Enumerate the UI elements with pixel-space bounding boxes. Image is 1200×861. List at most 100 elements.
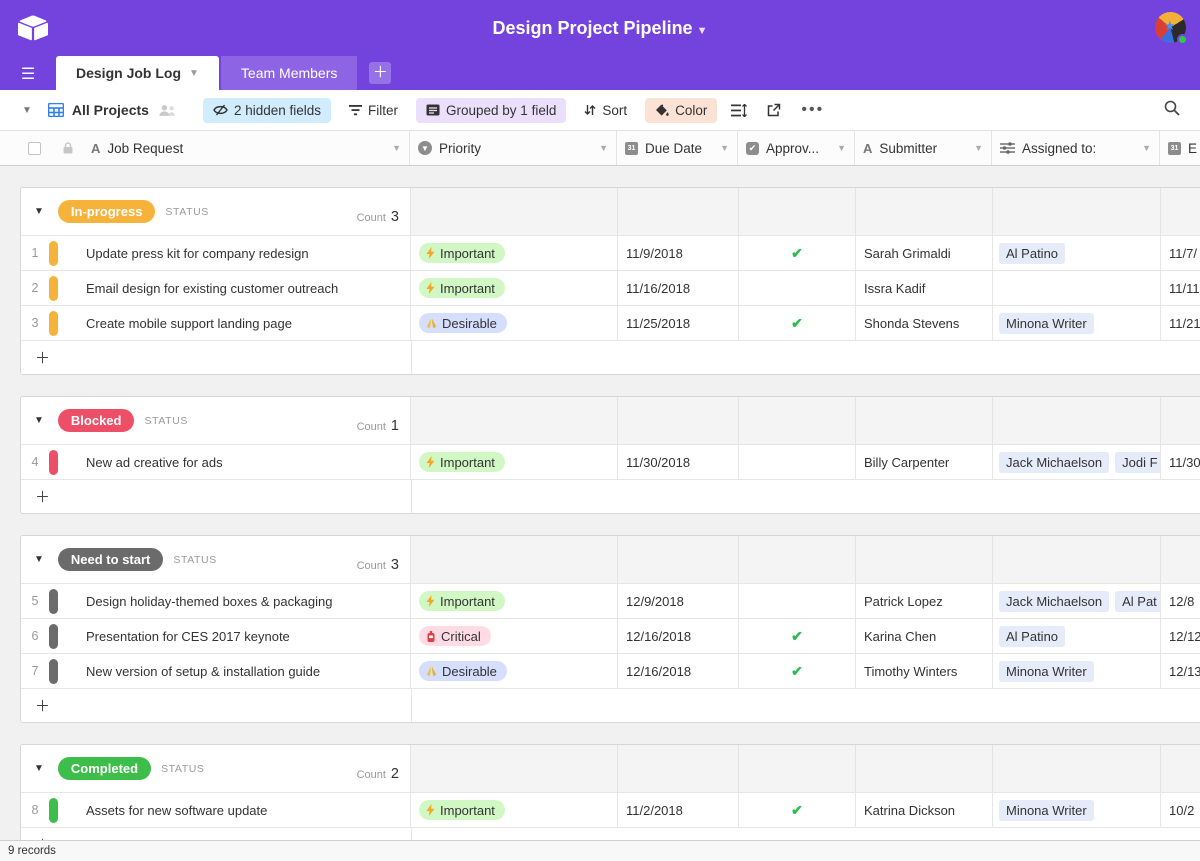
assigned-cell[interactable]: Al Patino — [993, 619, 1161, 653]
job-request-cell[interactable]: 6 Presentation for CES 2017 keynote — [21, 619, 411, 653]
group-status-pill[interactable]: Completed — [57, 757, 152, 780]
column-header-end[interactable]: 31 E — [1160, 131, 1200, 165]
submitter-cell[interactable]: Shonda Stevens — [856, 306, 993, 340]
due-date-cell[interactable]: 11/16/2018 — [618, 271, 739, 305]
approved-cell[interactable]: ✔ — [739, 793, 856, 827]
due-date-cell[interactable]: 11/25/2018 — [618, 306, 739, 340]
approved-cell[interactable]: ✔ — [739, 619, 856, 653]
collapse-group-icon[interactable]: ▼ — [34, 554, 44, 565]
submitter-cell[interactable]: Timothy Winters — [856, 654, 993, 688]
search-button[interactable] — [1164, 100, 1180, 121]
submitter-cell[interactable]: Issra Kadif — [856, 271, 993, 305]
job-request-cell[interactable]: 3 Create mobile support landing page — [21, 306, 411, 340]
approved-cell[interactable]: ✔ — [739, 236, 856, 270]
chevron-down-icon[interactable]: ▼ — [1142, 143, 1151, 153]
approved-cell[interactable] — [739, 584, 856, 618]
priority-cell[interactable]: Desirable — [411, 654, 618, 688]
chevron-down-icon[interactable]: ▼ — [837, 143, 846, 153]
job-request-cell[interactable]: 5 Design holiday-themed boxes & packaging — [21, 584, 411, 618]
add-record-row[interactable]: ＋ — [21, 340, 1200, 374]
approved-cell[interactable] — [739, 271, 856, 305]
color-button[interactable]: Color — [645, 97, 718, 123]
column-header-job[interactable]: A Job Request ▼ — [0, 131, 410, 165]
more-options-button[interactable]: ••• — [801, 101, 825, 118]
submitter-cell[interactable]: Patrick Lopez — [856, 584, 993, 618]
end-date-cell[interactable]: 11/21 — [1161, 306, 1200, 340]
due-date-cell[interactable]: 11/30/2018 — [618, 445, 739, 479]
approved-cell[interactable] — [739, 445, 856, 479]
add-record-row[interactable]: ＋ — [21, 479, 1200, 513]
job-request-cell[interactable]: 1 Update press kit for company redesign — [21, 236, 411, 270]
base-title[interactable]: Design Project Pipeline ▼ — [492, 17, 708, 38]
collapse-group-icon[interactable]: ▼ — [34, 763, 44, 774]
submitter-cell[interactable]: Sarah Grimaldi — [856, 236, 993, 270]
end-date-cell[interactable]: 11/11 — [1161, 271, 1200, 305]
assigned-cell[interactable]: Al Patino — [993, 236, 1161, 270]
group-status-pill[interactable]: Blocked — [57, 409, 135, 432]
priority-cell[interactable]: Important — [411, 584, 618, 618]
add-record-row[interactable]: ＋ — [21, 688, 1200, 722]
job-request-cell[interactable]: 2 Email design for existing customer outr… — [21, 271, 411, 305]
group-button[interactable]: Grouped by 1 field — [416, 97, 567, 123]
priority-cell[interactable]: Important — [411, 793, 618, 827]
priority-cell[interactable]: Desirable — [411, 306, 618, 340]
end-date-cell[interactable]: 11/30 — [1161, 445, 1200, 479]
chevron-down-icon[interactable]: ▼ — [720, 143, 729, 153]
column-header-approved[interactable]: ✔ Approv... ▼ — [738, 131, 855, 165]
column-header-priority[interactable]: ▼ Priority ▼ — [410, 131, 617, 165]
sort-button[interactable]: Sort — [580, 98, 631, 123]
due-date-cell[interactable]: 11/9/2018 — [618, 236, 739, 270]
due-date-cell[interactable]: 12/16/2018 — [618, 619, 739, 653]
due-date-cell[interactable]: 11/2/2018 — [618, 793, 739, 827]
end-date-cell[interactable]: 12/13 — [1161, 654, 1200, 688]
approved-cell[interactable]: ✔ — [739, 654, 856, 688]
assigned-cell[interactable]: Minona Writer — [993, 654, 1161, 688]
row-height-button[interactable] — [731, 103, 748, 117]
chevron-down-icon[interactable]: ▼ — [599, 143, 608, 153]
column-header-due[interactable]: 31 Due Date ▼ — [617, 131, 738, 165]
column-header-submitter[interactable]: A Submitter ▼ — [855, 131, 992, 165]
collapse-group-icon[interactable]: ▼ — [34, 206, 44, 217]
assigned-cell[interactable]: Jack Michaelson Al Pat — [993, 584, 1161, 618]
collaborators-icon[interactable] — [159, 104, 177, 117]
hidden-fields-button[interactable]: 2 hidden fields — [202, 97, 332, 123]
column-header-assigned[interactable]: Assigned to: ▼ — [992, 131, 1160, 165]
select-all-checkbox[interactable] — [28, 141, 41, 155]
chevron-down-icon[interactable]: ▼ — [974, 143, 983, 153]
job-request-cell[interactable]: 7 New version of setup & installation gui… — [21, 654, 411, 688]
tab-team-members[interactable]: Team Members — [220, 56, 358, 90]
end-date-cell[interactable]: 12/12 — [1161, 619, 1200, 653]
share-view-button[interactable] — [767, 103, 781, 117]
assigned-cell[interactable] — [993, 271, 1161, 305]
due-date-cell[interactable]: 12/16/2018 — [618, 654, 739, 688]
due-date-cell[interactable]: 12/9/2018 — [618, 584, 739, 618]
group-status-pill[interactable]: Need to start — [57, 548, 164, 571]
group-status-pill[interactable]: In-progress — [57, 200, 156, 223]
submitter-cell[interactable]: Karina Chen — [856, 619, 993, 653]
collapse-views-icon[interactable]: ▼ — [22, 104, 32, 116]
end-date-cell[interactable]: 12/8 — [1161, 584, 1200, 618]
job-request-cell[interactable]: 4 New ad creative for ads — [21, 445, 411, 479]
tab-design-job-log[interactable]: Design Job Log ▼ — [56, 56, 219, 90]
priority-cell[interactable]: Important — [411, 445, 618, 479]
hamburger-menu-icon[interactable]: ☰ — [20, 66, 36, 83]
airtable-logo-icon[interactable] — [18, 15, 48, 41]
approved-cell[interactable]: ✔ — [739, 306, 856, 340]
priority-cell[interactable]: Important — [411, 271, 618, 305]
priority-cell[interactable]: Critical — [411, 619, 618, 653]
end-date-cell[interactable]: 10/2 — [1161, 793, 1200, 827]
assigned-cell[interactable]: Jack Michaelson Jodi F — [993, 445, 1161, 479]
priority-cell[interactable]: Important — [411, 236, 618, 270]
filter-button[interactable]: Filter — [345, 98, 402, 123]
collapse-group-icon[interactable]: ▼ — [34, 415, 44, 426]
submitter-cell[interactable]: Katrina Dickson — [856, 793, 993, 827]
view-name[interactable]: All Projects — [71, 102, 149, 118]
add-table-button[interactable]: ＋ — [369, 62, 392, 84]
add-record-row[interactable]: ＋ — [21, 827, 1200, 840]
assigned-cell[interactable]: Minona Writer — [993, 793, 1161, 827]
chevron-down-icon[interactable]: ▼ — [392, 143, 401, 153]
assigned-cell[interactable]: Minona Writer — [993, 306, 1161, 340]
job-request-cell[interactable]: 8 Assets for new software update — [21, 793, 411, 827]
submitter-cell[interactable]: Billy Carpenter — [856, 445, 993, 479]
end-date-cell[interactable]: 11/7/ — [1161, 236, 1200, 270]
